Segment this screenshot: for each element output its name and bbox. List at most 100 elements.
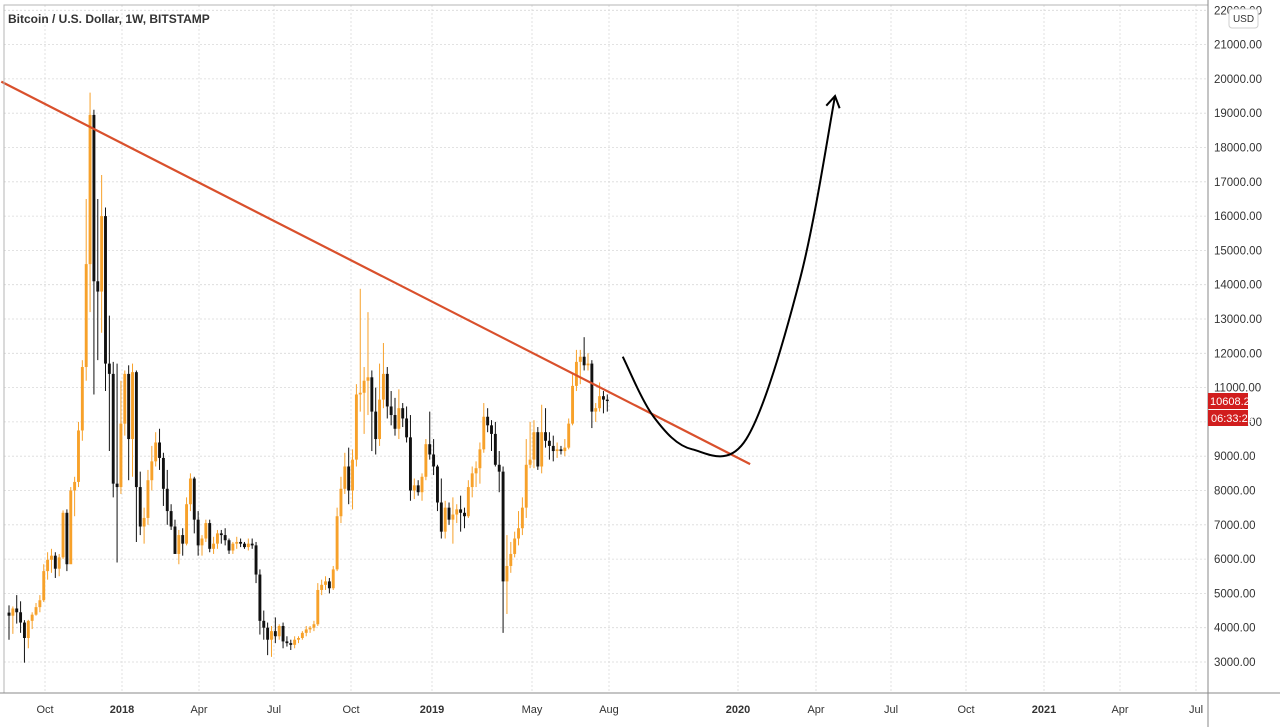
candle-body — [493, 433, 497, 465]
candle-body — [50, 555, 53, 560]
candle-body — [509, 553, 513, 566]
candle-body — [513, 538, 517, 554]
candle-body — [304, 629, 308, 633]
candle-body — [208, 523, 212, 549]
candle-body — [115, 483, 119, 488]
time-axis-labels[interactable]: Oct 2018 Apr Jul Oct 2019 May Aug 2020 Apr Jul Oct 2… — [36, 704, 1203, 716]
candle-body — [351, 459, 354, 491]
candle-body — [370, 377, 374, 412]
candle-body — [416, 485, 420, 493]
price-axis-labels[interactable]: 3000.00 4000.00 5000.00 6000.00 7000.00 8000.… — [1214, 5, 1262, 669]
horizontal-gridlines — [4, 9, 1208, 663]
projection-arrowhead — [825, 94, 841, 109]
candle-body — [432, 454, 436, 467]
candle-body — [443, 507, 447, 532]
candle-body — [362, 380, 366, 393]
y-tick-label: 4000.00 — [1214, 623, 1256, 635]
y-tick-label: 18000.00 — [1214, 143, 1262, 155]
y-tick-label: 14000.00 — [1214, 280, 1262, 292]
candle-body — [266, 627, 270, 640]
candle-body — [96, 281, 100, 292]
candle-body — [258, 574, 262, 621]
candle-body — [270, 631, 273, 640]
candle-body — [478, 449, 482, 469]
candle-body — [38, 600, 42, 608]
candle-body — [547, 440, 551, 446]
candle-body — [281, 625, 285, 642]
countdown-tag: 06:33:22 — [1208, 410, 1254, 426]
candle-body — [374, 411, 378, 440]
candle-body — [401, 408, 405, 419]
candle-body — [439, 502, 443, 532]
candle-body — [223, 535, 227, 541]
y-tick-label: 7000.00 — [1214, 520, 1256, 532]
candle-body — [347, 466, 351, 491]
candle-body — [470, 473, 474, 488]
candle-body — [490, 425, 493, 434]
candle-body — [466, 487, 470, 517]
candle-body — [11, 608, 15, 616]
candle-body — [53, 555, 57, 569]
candle-body — [61, 512, 65, 558]
candle-body — [343, 466, 347, 489]
candle-body — [285, 641, 289, 644]
x-tick-label: Oct — [36, 704, 53, 716]
candle-body — [605, 399, 609, 402]
candle-body — [378, 399, 382, 440]
candle-body — [134, 372, 138, 488]
candle-body — [227, 540, 231, 551]
chart-title: Bitcoin / U.S. Dollar, 1W, BITSTAMP — [8, 12, 210, 26]
candle-body — [590, 363, 594, 412]
candle-body — [459, 509, 463, 513]
candle-body — [389, 406, 393, 416]
candle-body — [594, 408, 598, 412]
candle-body — [501, 471, 505, 582]
candle-body — [551, 445, 555, 452]
last-price-label: 10608.23 — [1210, 396, 1256, 408]
candle-body — [331, 569, 335, 589]
currency-button[interactable]: USD — [1228, 8, 1259, 29]
candle-body — [188, 478, 192, 505]
candle-body — [277, 625, 281, 637]
candle-body — [520, 507, 524, 529]
candle-body — [219, 533, 223, 536]
drawing-overlays — [0, 80, 841, 466]
candle-body — [22, 622, 26, 638]
candle-body — [150, 461, 154, 481]
candle-body — [200, 538, 204, 546]
y-tick-label: 8000.00 — [1214, 486, 1256, 498]
candle-body — [474, 468, 478, 474]
candle-body — [235, 541, 239, 544]
candle-body — [165, 488, 169, 512]
candle-body — [300, 632, 304, 638]
x-tick-label: Jul — [1189, 704, 1203, 716]
projection-curve[interactable] — [621, 95, 837, 458]
candle-body — [601, 396, 605, 400]
y-tick-label: 13000.00 — [1214, 314, 1262, 326]
candle-body — [177, 535, 181, 554]
candle-body — [586, 363, 590, 366]
candle-body — [524, 464, 528, 508]
x-tick-label: 2019 — [420, 704, 444, 716]
candle-body — [46, 559, 50, 572]
candle-body — [254, 545, 258, 575]
x-tick-label: Oct — [957, 704, 974, 716]
candle-body — [262, 620, 266, 628]
candle-body — [397, 408, 401, 429]
resistance-trendline[interactable] — [0, 80, 751, 466]
candle-body — [15, 608, 19, 613]
last-price-tag: 10608.23 — [1208, 393, 1256, 409]
candle-body — [486, 416, 490, 426]
candle-body — [73, 481, 77, 491]
candle-body — [231, 543, 235, 551]
y-tick-label: 16000.00 — [1214, 211, 1262, 223]
bar-countdown-label: 06:33:22 — [1211, 413, 1254, 425]
candle-body — [335, 516, 339, 570]
candle-body — [327, 581, 331, 589]
plot-frame — [3, 4, 1209, 694]
y-tick-label: 12000.00 — [1214, 348, 1262, 360]
candle-body — [169, 511, 173, 527]
x-tick-label: Jul — [884, 704, 898, 716]
